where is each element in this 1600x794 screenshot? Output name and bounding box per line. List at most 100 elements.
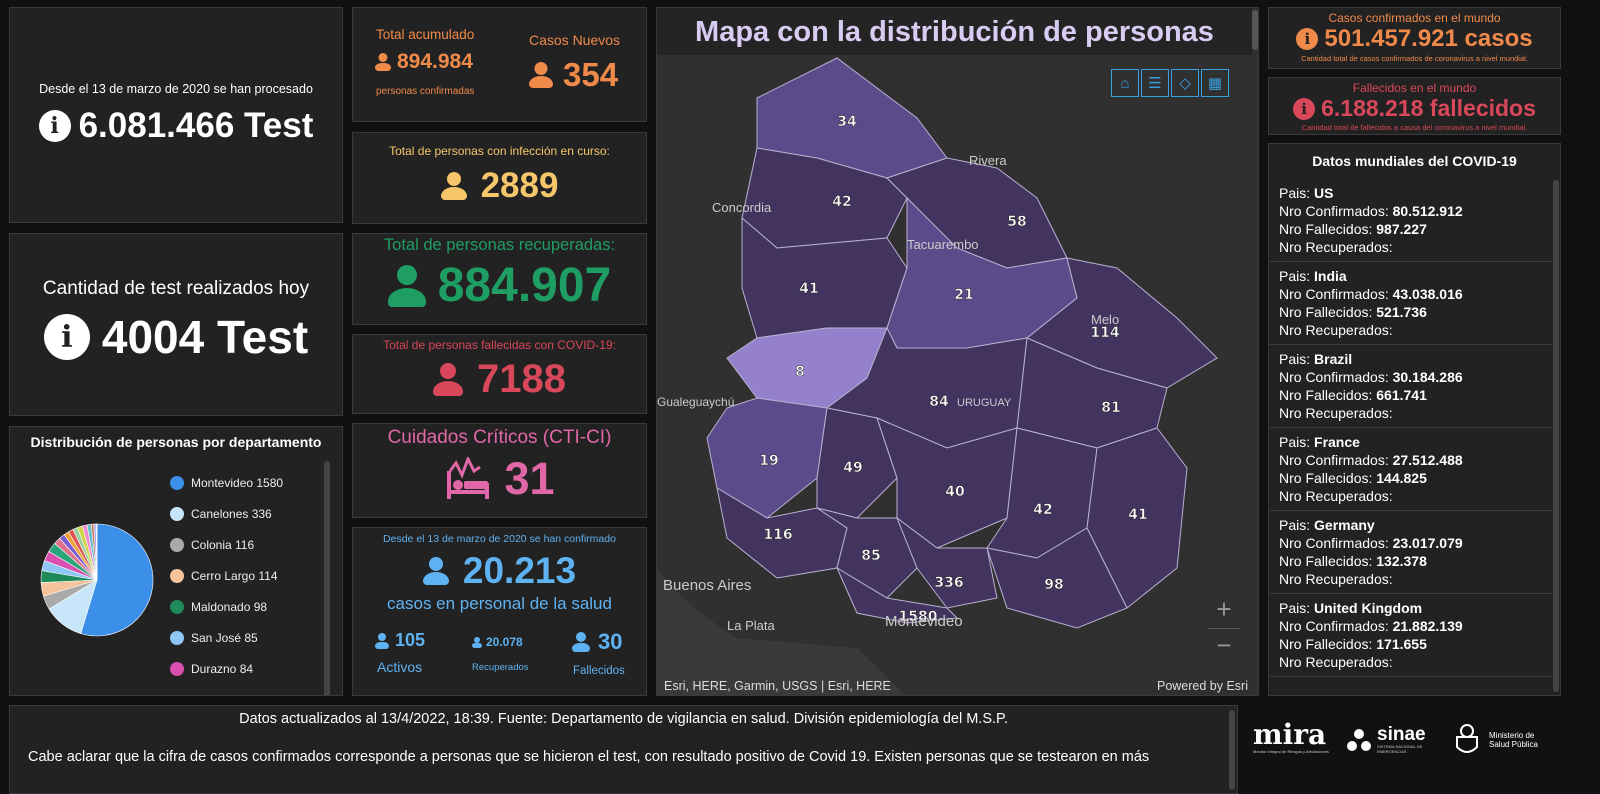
departamentos-pie-chart[interactable] (32, 515, 162, 645)
salud-activos-label: Activos (377, 659, 423, 675)
uruguay-map[interactable]: 34 42 58 41 21 114 8 84 81 19 49 40 42 41 116 85 336 98 15… (657, 8, 1259, 696)
map-count-label[interactable]: 336 (934, 575, 964, 592)
map-count-label[interactable]: 116 (763, 527, 793, 544)
field-value: India (1314, 268, 1347, 284)
fallecidas-panel: Total de personas fallecidas con COVID-1… (352, 334, 647, 414)
cti-label: Cuidados Críticos (CTI-CI) (387, 427, 612, 448)
country-item[interactable]: Pais: United Kingdom Nro Confirmados: 21.… (1269, 594, 1552, 677)
country-field: Nro Recuperados: (1279, 238, 1542, 256)
field-value: 144.825 (1376, 470, 1427, 486)
legend-item[interactable]: San José 85 (170, 622, 320, 653)
map-count-label[interactable]: 42 (832, 194, 852, 211)
map-attribution: Esri, HERE, Garmin, USGS | Esri, HERE (664, 679, 891, 693)
acumulado-label: Total acumulado (376, 27, 475, 42)
salud-recuperados-value: 20.078 (486, 635, 523, 649)
country-field: Nro Confirmados: 21.882.139 (1279, 617, 1542, 635)
en-curso-value: 2889 (480, 166, 559, 205)
map-place-label: Rivera (969, 153, 1007, 168)
legend-item[interactable]: Montevideo 1580 (170, 467, 320, 498)
map-count-label[interactable]: 49 (843, 460, 863, 477)
country-item[interactable]: Pais: France Nro Confirmados: 27.512.488 N… (1269, 428, 1552, 511)
map-count-label[interactable]: 21 (954, 287, 974, 304)
logo-mira-sub: Monitor Integral de Riesgos y Afectacion… (1253, 749, 1329, 754)
qr-code-icon[interactable]: ▦ (1201, 69, 1229, 97)
field-label: Nro Confirmados: (1279, 452, 1389, 468)
map-count-label[interactable]: 19 (759, 453, 779, 470)
map-panel[interactable]: 34 42 58 41 21 114 8 84 81 19 49 40 42 41 116 85 336 98 15… (656, 7, 1259, 696)
mundo-casos-sub: Cantidad total de casos confirmados de c… (1301, 54, 1528, 63)
pie-slice-montevideo[interactable] (80, 523, 154, 637)
person-icon (387, 264, 426, 307)
legend-item[interactable]: Colonia 116 (170, 529, 320, 560)
country-field: Pais: US (1279, 184, 1542, 202)
zoom-out-button[interactable]: − (1208, 628, 1240, 660)
map-count-label[interactable]: 98 (1044, 577, 1064, 594)
country-item[interactable]: Pais: US Nro Confirmados: 80.512.912 Nro F… (1269, 179, 1552, 262)
map-title-scrollbar[interactable] (1252, 10, 1258, 50)
map-count-label[interactable]: 42 (1033, 502, 1053, 519)
map-count-label[interactable]: 41 (1128, 507, 1148, 524)
field-label: Pais: (1279, 434, 1311, 450)
map-powered-by[interactable]: Powered by Esri (1156, 679, 1248, 693)
field-value: 21.882.139 (1392, 618, 1463, 634)
map-count-label[interactable]: 41 (799, 281, 819, 298)
datos-mundiales-scrollbar[interactable] (1553, 180, 1559, 692)
list-icon[interactable]: ☰ (1141, 69, 1169, 97)
salud-caption: Desde el 13 de marzo de 2020 se han conf… (383, 533, 616, 545)
map-count-label[interactable]: 84 (929, 394, 949, 411)
zoom-in-button[interactable]: + (1216, 594, 1232, 624)
country-field: Nro Fallecidos: 987.227 (1279, 220, 1542, 238)
casos-nuevos-value: 354 (563, 56, 619, 93)
legend-swatch (170, 475, 184, 490)
recuperadas-label: Total de personas recuperadas: (383, 236, 616, 254)
map-count-label[interactable]: 58 (1007, 214, 1027, 231)
field-label: Nro Fallecidos: (1279, 221, 1373, 237)
footer-update-text: Datos actualizados al 13/4/2022, 18:39. … (239, 711, 1008, 727)
country-item[interactable]: Pais: Brazil Nro Confirmados: 30.184.286 N… (1269, 345, 1552, 428)
acumulado-value: 894.984 (397, 50, 473, 73)
map-title: Mapa con la distribución de personas (657, 8, 1252, 55)
legend-label: Montevideo 1580 (191, 475, 284, 490)
map-count-label[interactable]: 1580 (898, 609, 938, 626)
salud-fallecidos-value: 30 (598, 629, 623, 654)
legend-item[interactable]: Durazno 84 (170, 653, 320, 684)
legend-item[interactable]: Canelones 336 (170, 498, 320, 529)
legend-swatch (170, 537, 184, 552)
field-label: Nro Confirmados: (1279, 369, 1389, 385)
home-icon[interactable]: ⌂ (1111, 69, 1139, 97)
legend-item[interactable]: Cerro Largo 114 (170, 560, 320, 591)
map-count-label[interactable]: 8 (795, 364, 805, 381)
info-icon: i (43, 314, 90, 360)
map-toolbar: ⌂ ☰ ◇ ▦ (1111, 69, 1229, 97)
footer-disclaimer-text: Cabe aclarar que la cifra de casos confi… (28, 749, 1150, 765)
field-value: 27.512.488 (1392, 452, 1463, 468)
map-count-label[interactable]: 114 (1090, 325, 1120, 342)
departamentos-title: Distribución de personas por departament… (30, 434, 322, 450)
field-value: 43.038.016 (1392, 286, 1463, 302)
country-item[interactable]: Pais: Germany Nro Confirmados: 23.017.079… (1269, 511, 1552, 594)
field-value: 30.184.286 (1392, 369, 1463, 385)
person-icon (422, 557, 449, 585)
legend-item[interactable]: Maldonado 98 (170, 591, 320, 622)
mundo-fallecidos-panel: Fallecidos en el mundo i 6.188.218 falle… (1268, 77, 1561, 135)
country-item[interactable]: Pais: India Nro Confirmados: 43.038.016 Nr… (1269, 262, 1552, 345)
footer-scrollbar[interactable] (1229, 710, 1235, 790)
datos-mundiales-title: Datos mundiales del COVID-19 (1312, 153, 1517, 169)
country-field: Nro Confirmados: 80.512.912 (1279, 202, 1542, 220)
map-count-label[interactable]: 34 (837, 114, 857, 131)
field-value: 987.227 (1376, 221, 1427, 237)
legend-scrollbar[interactable] (324, 461, 330, 695)
country-field: Nro Recuperados: (1279, 570, 1542, 588)
map-count-label[interactable]: 81 (1101, 400, 1121, 417)
map-count-label[interactable]: 85 (861, 548, 881, 565)
layers-icon[interactable]: ◇ (1171, 69, 1199, 97)
map-count-label[interactable]: 40 (945, 484, 965, 501)
country-field: Pais: India (1279, 267, 1542, 285)
pie-slice-other-12[interactable] (95, 523, 98, 581)
country-field: Pais: United Kingdom (1279, 599, 1542, 617)
field-value: US (1314, 185, 1334, 201)
legend-swatch (170, 568, 184, 583)
hospital-bed-icon (447, 457, 490, 499)
field-label: Pais: (1279, 268, 1311, 284)
field-label: Nro Recuperados: (1279, 405, 1393, 421)
